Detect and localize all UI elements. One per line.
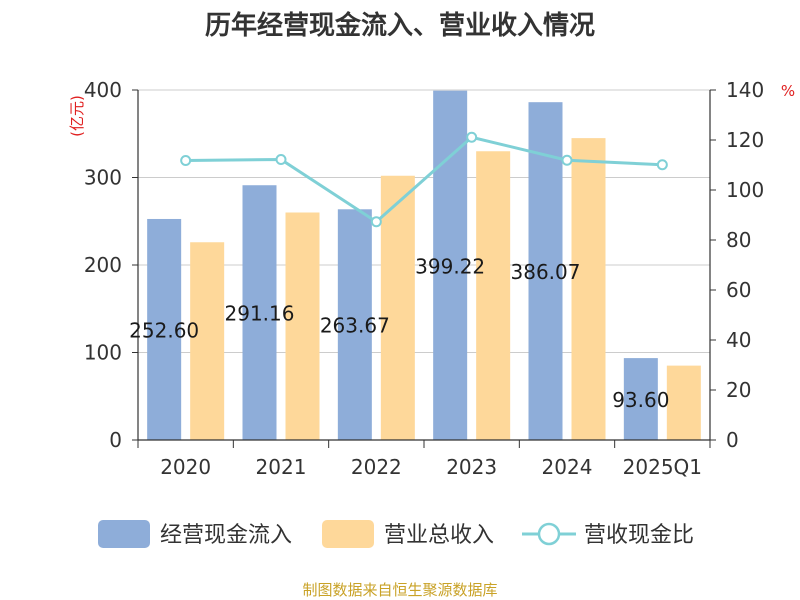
legend-swatch	[98, 520, 150, 548]
ratio-point	[466, 131, 478, 143]
right-axis-unit: %	[781, 82, 795, 100]
legend-label: 营业总收入	[384, 523, 494, 548]
left-tick-label: 400	[84, 78, 122, 102]
revenue-bar	[285, 212, 320, 440]
right-tick-label: 80	[726, 228, 751, 252]
cash-inflow-bar	[337, 209, 372, 440]
ratio-point	[561, 154, 573, 166]
cash-inflow-value-label: 252.60	[129, 318, 199, 342]
ratio-point	[180, 155, 192, 166]
bars	[147, 90, 701, 441]
legend-label: 营收现金比	[584, 523, 694, 548]
x-category-label: 2021	[256, 455, 307, 479]
legend-swatch	[322, 520, 374, 548]
x-category-label: 2020	[160, 455, 211, 479]
data-labels: 252.60 291.16 263.67 399.22 386.07 93.60	[129, 254, 669, 412]
category-labels: 2020 2021 2022 2023 2024 2025Q1	[160, 455, 702, 479]
ratio-point	[370, 216, 382, 228]
ratio-line	[180, 131, 668, 228]
chart-title: 历年经营现金流入、营业收入情况	[205, 10, 595, 41]
cash-inflow-bar	[147, 218, 182, 440]
left-axis-unit: (亿元)	[68, 95, 86, 137]
cash-inflow-bar	[433, 90, 468, 441]
x-category-label: 2023	[446, 455, 497, 479]
cash-inflow-value-label: 93.60	[612, 388, 669, 412]
legend-label: 经营现金流入	[160, 523, 292, 548]
cash-inflow-bar	[623, 358, 658, 440]
cash-inflow-value-label: 386.07	[511, 260, 581, 284]
right-tick-label: 120	[726, 128, 764, 152]
cash-inflow-value-label: 399.22	[415, 254, 485, 278]
right-tick-label: 20	[726, 378, 751, 402]
revenue-bar	[380, 175, 415, 440]
legend: 经营现金流入 营业总收入 营收现金比	[98, 520, 694, 548]
cash-inflow-value-label: 291.16	[225, 302, 295, 326]
source-note: 制图数据来自恒生聚源数据库	[302, 581, 497, 599]
axes	[132, 89, 716, 448]
ratio-point	[656, 159, 668, 171]
left-tick-label: 0	[109, 428, 122, 452]
revenue-bar	[666, 365, 701, 440]
ratio-line-path	[185, 135, 663, 224]
left-tick-label: 100	[84, 341, 122, 365]
cash-inflow-value-label: 263.67	[320, 314, 390, 338]
revenue-bar	[476, 151, 511, 440]
left-tick-label: 300	[84, 166, 122, 190]
left-axis-ticks: 0 100 200 300 400	[84, 78, 122, 452]
legend-marker	[537, 522, 561, 546]
cash-inflow-bar	[242, 185, 277, 440]
revenue-bar	[190, 242, 225, 440]
right-tick-label: 60	[726, 278, 751, 302]
revenue-bar	[571, 138, 606, 440]
x-category-label: 2024	[542, 455, 593, 479]
right-tick-label: 0	[726, 428, 739, 452]
right-tick-label: 40	[726, 328, 751, 352]
right-axis-ticks: 0 20 40 60 80 100 120 140	[726, 78, 764, 452]
right-tick-label: 140	[726, 78, 764, 102]
x-category-label: 2025Q1	[623, 455, 702, 479]
left-tick-label: 200	[84, 253, 122, 277]
right-tick-label: 100	[726, 178, 764, 202]
x-category-label: 2022	[351, 455, 402, 479]
ratio-point	[275, 154, 287, 165]
